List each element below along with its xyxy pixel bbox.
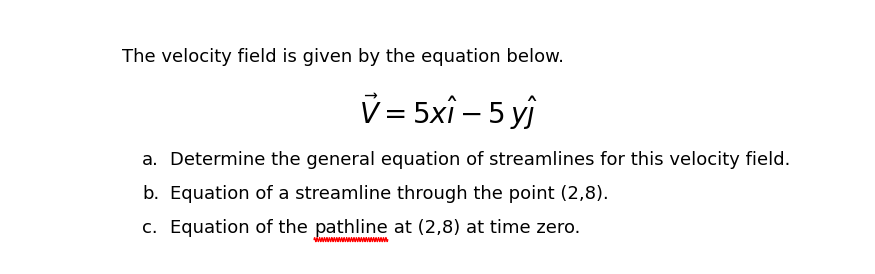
Text: b.: b. xyxy=(142,185,159,203)
Text: Equation of the: Equation of the xyxy=(171,219,314,236)
Text: a.: a. xyxy=(142,151,158,169)
Text: Equation of a streamline through the point (2,8).: Equation of a streamline through the poi… xyxy=(171,185,609,203)
Text: $\vec{V} = 5x\hat{\imath} - 5\,y\hat{\jmath}$: $\vec{V} = 5x\hat{\imath} - 5\,y\hat{\jm… xyxy=(359,92,538,132)
Text: c.: c. xyxy=(142,219,158,236)
Text: at (2,8) at time zero.: at (2,8) at time zero. xyxy=(388,219,580,236)
Text: pathline: pathline xyxy=(314,219,388,236)
Text: Determine the general equation of streamlines for this velocity field.: Determine the general equation of stream… xyxy=(171,151,791,169)
Text: The velocity field is given by the equation below.: The velocity field is given by the equat… xyxy=(122,48,564,66)
